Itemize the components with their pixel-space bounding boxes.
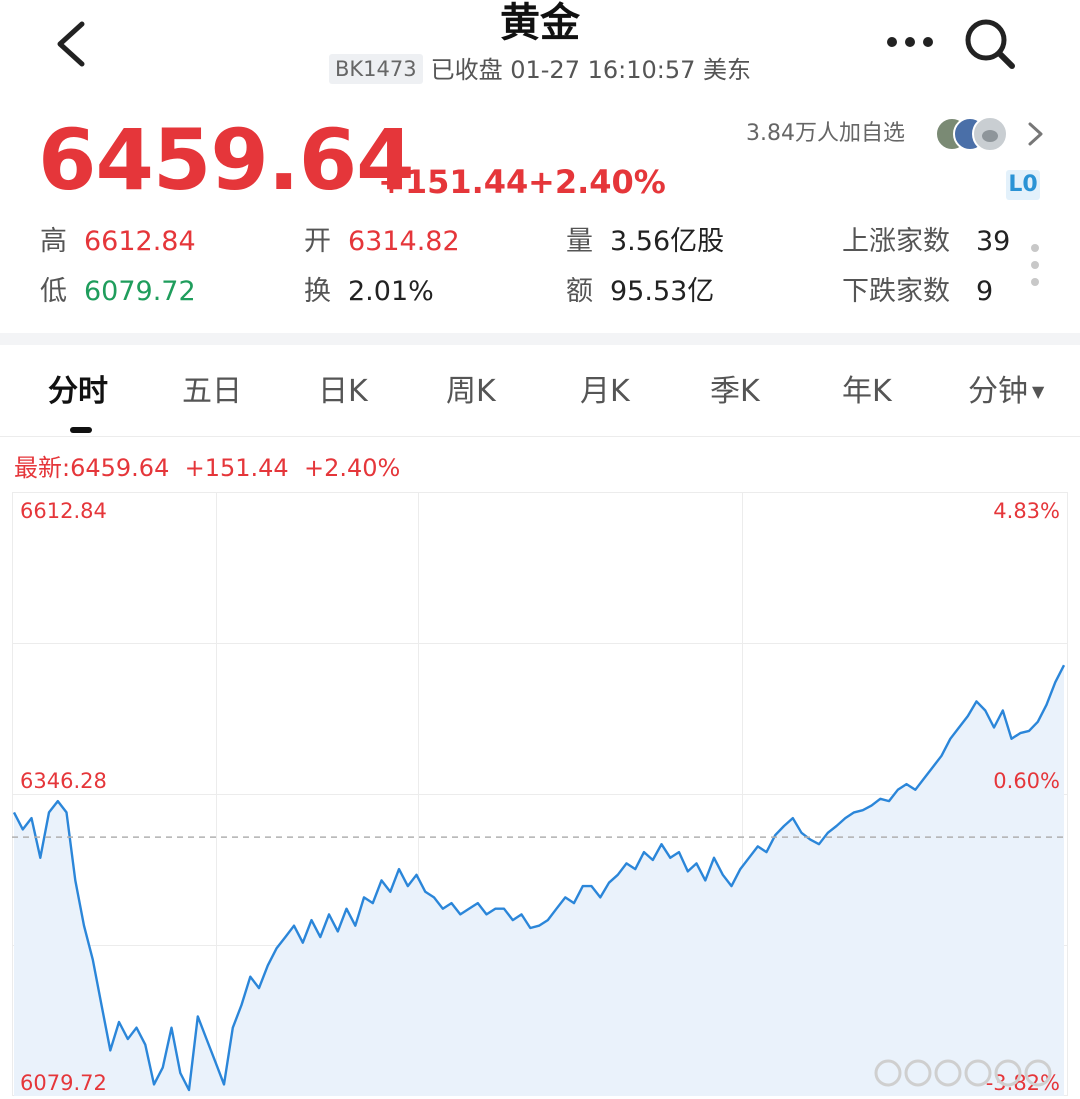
- follower-avatars[interactable]: [934, 112, 1014, 156]
- stat-label: 换: [304, 276, 331, 307]
- tab-2[interactable]: 日K: [318, 374, 368, 409]
- stat-label: 低: [40, 276, 67, 307]
- stat-value: 39: [976, 226, 1011, 257]
- latest-price: 6459.64: [70, 454, 170, 482]
- stat-label: 开: [304, 226, 331, 257]
- stats-more-button[interactable]: [1028, 240, 1042, 290]
- stat-value: 2.01%: [348, 276, 434, 307]
- stat-value: 6079.72: [84, 276, 196, 307]
- stat-label: 高: [40, 226, 67, 257]
- price-change: +151.44: [378, 163, 529, 201]
- price-change-percent: +2.40%: [528, 163, 666, 201]
- y-tick-left: 6079.72: [20, 1071, 107, 1095]
- tab-7[interactable]: 分钟 ▼: [968, 372, 1044, 412]
- back-button[interactable]: [44, 14, 104, 74]
- stat-label: 额: [566, 276, 593, 307]
- last-price: 6459.64: [38, 111, 415, 209]
- tab-3[interactable]: 周K: [446, 374, 496, 409]
- code-badge: BK1473: [328, 54, 423, 84]
- intraday-chart[interactable]: 6612.84 6346.28 6079.72 4.83% 0.60% -3.82%: [12, 492, 1068, 1096]
- tab-1[interactable]: 五日: [182, 374, 242, 409]
- chevron-right-icon: [1028, 122, 1043, 146]
- tabs-divider: [0, 436, 1080, 437]
- more-dots-icon: [887, 37, 933, 47]
- subtitle-row: BK1473 已收盘 01-27 16:10:57 美东: [0, 54, 1080, 88]
- stat-value: 9: [976, 276, 994, 307]
- latest-pct: +2.40%: [303, 454, 401, 482]
- price-area: [14, 665, 1064, 1096]
- caret-down-icon: ▼: [1032, 382, 1045, 401]
- market-status: 已收盘 01-27 16:10:57 美东: [430, 56, 752, 84]
- latest-quote-line: 最新:6459.64 +151.44 +2.40%: [14, 452, 400, 484]
- y-tick-left: 6612.84: [20, 499, 107, 523]
- price-line: [12, 664, 1066, 1092]
- search-icon: [965, 19, 1015, 69]
- vertical-dots-icon: [1031, 244, 1039, 286]
- section-divider: [0, 333, 1080, 345]
- tab-label: 分钟: [968, 374, 1028, 409]
- y-tick-right: 4.83%: [993, 499, 1060, 523]
- stat-label: 下跌家数: [842, 276, 950, 307]
- y-tick-right: 0.60%: [993, 769, 1060, 793]
- latest-prefix: 最新:: [14, 454, 71, 482]
- more-button[interactable]: [880, 22, 940, 62]
- active-tab-indicator: [70, 427, 92, 433]
- tab-4[interactable]: 月K: [580, 374, 630, 409]
- search-button[interactable]: [958, 12, 1024, 78]
- y-tick-right: -3.82%: [986, 1071, 1060, 1095]
- y-tick-left: 6346.28: [20, 769, 107, 793]
- tab-5[interactable]: 季K: [710, 374, 760, 409]
- stat-value: 6314.82: [348, 226, 460, 257]
- tab-0[interactable]: 分时: [48, 374, 108, 409]
- avatar-stack-icon: [935, 116, 1008, 152]
- latest-change: +151.44: [184, 454, 289, 482]
- watchlist-count[interactable]: 3.84万人加自选: [746, 121, 905, 146]
- stat-label: 上涨家数: [842, 226, 950, 257]
- followers-chevron[interactable]: [1020, 116, 1050, 152]
- watermark: [866, 1056, 1066, 1090]
- stat-value: 6612.84: [84, 226, 196, 257]
- page-title: 黄金: [500, 0, 580, 46]
- tab-6[interactable]: 年K: [842, 374, 892, 409]
- stat-value: 95.53亿: [610, 276, 715, 307]
- stat-label: 量: [566, 226, 593, 257]
- back-arrow-icon: [57, 21, 85, 67]
- stat-value: 3.56亿股: [610, 226, 725, 257]
- level-badge[interactable]: L0: [1006, 170, 1040, 200]
- watermark-dots-icon: [874, 1059, 1052, 1087]
